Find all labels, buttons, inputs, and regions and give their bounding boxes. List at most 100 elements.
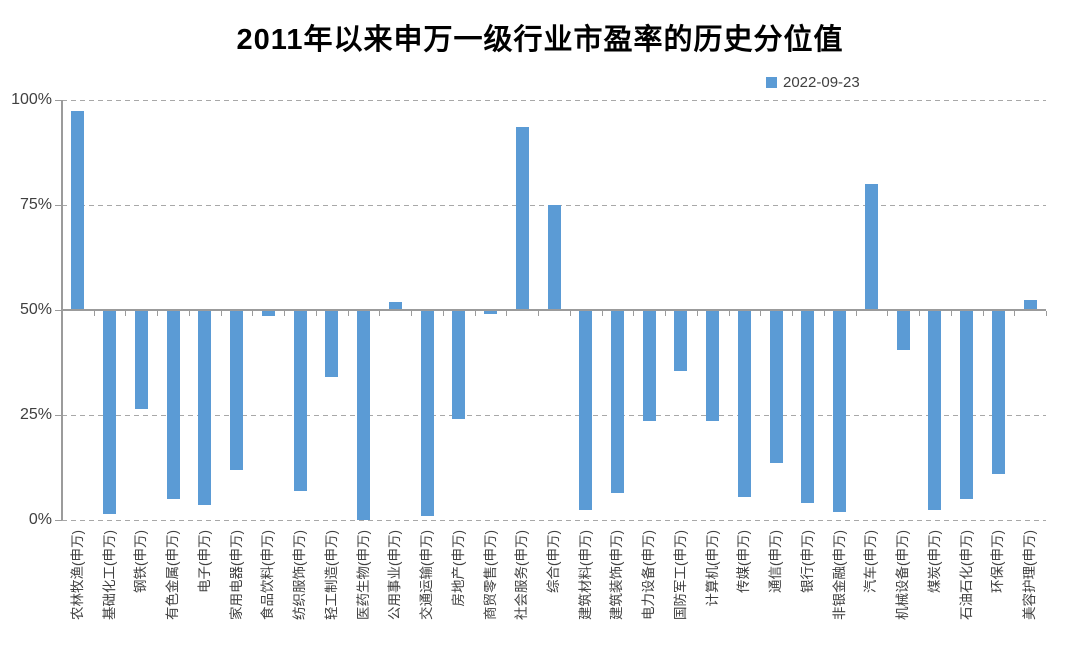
- x-tick-label: 纺织服饰(申万): [292, 529, 308, 620]
- x-tick-label-text: 交通运输(申万): [419, 530, 435, 620]
- x-tick-label: 交通运输(申万): [419, 529, 435, 620]
- bar: [896, 310, 910, 350]
- x-tick-label-text: 农林牧渔(申万): [69, 530, 85, 620]
- gridline: [62, 414, 1046, 416]
- category-axis-tick: [1014, 311, 1016, 316]
- x-tick-label: 汽车(申万): [863, 529, 879, 593]
- bar: [103, 310, 117, 514]
- value-axis-tick: [55, 414, 62, 416]
- x-tick-label: 综合(申万): [546, 529, 562, 593]
- legend-swatch-icon: [766, 77, 777, 88]
- bar: [388, 301, 402, 310]
- category-axis-line: [62, 309, 1046, 311]
- bar: [642, 310, 656, 422]
- x-tick-label: 农林牧渔(申万): [70, 529, 86, 620]
- x-tick-label-text: 医药生物(申万): [355, 530, 371, 620]
- x-tick-label: 医药生物(申万): [356, 529, 372, 620]
- x-tick-label: 石油石化(申万): [959, 529, 975, 620]
- x-tick-label-text: 纺织服饰(申万): [292, 530, 308, 620]
- y-tick-label: 75%: [19, 196, 52, 213]
- x-tick-label-text: 非银金融(申万): [831, 530, 847, 620]
- gridline: [62, 99, 1046, 101]
- bar: [293, 310, 307, 491]
- bar: [864, 184, 878, 310]
- x-tick-label-text: 通信(申万): [768, 530, 784, 593]
- chart-title: 2011年以来申万一级行业市盈率的历史分位值: [236, 24, 844, 56]
- category-axis-tick: [1046, 311, 1047, 316]
- x-tick-label: 传媒(申万): [736, 529, 752, 593]
- x-tick-label-text: 基础化工(申万): [101, 530, 117, 620]
- category-axis-tick: [855, 311, 857, 316]
- x-tick-label: 食品饮料(申万): [260, 529, 276, 620]
- bar: [420, 310, 434, 516]
- x-tick-label: 家用电器(申万): [229, 529, 245, 620]
- category-axis-tick: [347, 311, 349, 316]
- category-axis-tick: [474, 311, 476, 316]
- legend-label: 2022-09-23: [783, 74, 860, 91]
- value-axis-tick: [55, 204, 62, 206]
- x-tick-label-text: 商贸零售(申万): [482, 530, 498, 620]
- x-tick-label: 钢铁(申万): [133, 529, 149, 593]
- category-axis-tick: [125, 311, 127, 316]
- bar: [515, 127, 529, 310]
- x-tick-label: 社会服务(申万): [514, 529, 530, 620]
- x-tick-label-text: 计算机(申万): [704, 530, 720, 607]
- category-axis-tick: [728, 311, 730, 316]
- x-tick-label: 通信(申万): [768, 529, 784, 593]
- x-tick-label-text: 银行(申万): [799, 530, 815, 593]
- x-tick-label: 有色金属(申万): [165, 529, 181, 620]
- y-axis-labels: 0% 25% 50% 75% 100%: [0, 91, 52, 528]
- x-tick-label-text: 公用事业(申万): [387, 530, 403, 620]
- category-axis-tick: [950, 311, 952, 316]
- bar: [134, 310, 148, 409]
- category-axis-tick: [633, 311, 635, 316]
- category-axis-tick: [696, 311, 698, 316]
- x-tick-label: 电子(申万): [197, 529, 213, 593]
- x-tick-label-text: 环保(申万): [990, 530, 1006, 593]
- value-axis-tick: [55, 99, 62, 101]
- category-axis-tick: [601, 311, 603, 316]
- x-tick-label-text: 社会服务(申万): [514, 530, 530, 620]
- category-axis-tick: [284, 311, 286, 316]
- x-tick-label: 建筑装饰(申万): [609, 529, 625, 620]
- value-axis-tick: [55, 309, 62, 311]
- x-tick-label-text: 建筑材料(申万): [577, 530, 593, 620]
- x-tick-label: 环保(申万): [990, 529, 1006, 593]
- x-tick-label: 银行(申万): [800, 529, 816, 593]
- y-tick-label: 50%: [19, 301, 52, 318]
- category-axis-tick: [379, 311, 381, 316]
- x-tick-label: 机械设备(申万): [895, 529, 911, 620]
- bar: [579, 310, 593, 510]
- x-tick-label-text: 煤炭(申万): [926, 530, 942, 593]
- bar: [452, 310, 466, 420]
- bar: [769, 310, 783, 464]
- bar: [484, 310, 498, 315]
- category-axis-tick: [982, 311, 984, 316]
- y-tick-label: 0%: [28, 511, 52, 528]
- x-tick-label-text: 电力设备(申万): [641, 530, 657, 620]
- x-tick-label: 基础化工(申万): [102, 529, 118, 620]
- bar: [706, 310, 720, 422]
- x-tick-label: 公用事业(申万): [387, 529, 403, 620]
- category-axis-tick: [538, 311, 540, 316]
- x-tick-label-text: 建筑装饰(申万): [609, 530, 625, 620]
- x-tick-label-text: 食品饮料(申万): [260, 530, 276, 620]
- category-axis-tick: [569, 311, 571, 316]
- bar: [801, 310, 815, 504]
- bar: [166, 310, 180, 499]
- x-tick-label: 轻工制造(申万): [324, 529, 340, 620]
- x-tick-label: 美容护理(申万): [1022, 529, 1038, 620]
- x-tick-label-text: 传媒(申万): [736, 530, 752, 593]
- bar: [928, 310, 942, 510]
- category-axis-tick: [315, 311, 317, 316]
- x-tick-label-text: 综合(申万): [546, 530, 561, 593]
- bar: [737, 310, 751, 497]
- x-tick-label: 煤炭(申万): [927, 529, 943, 593]
- bar: [1023, 299, 1037, 310]
- y-tick-label: 100%: [11, 91, 52, 108]
- gridline: [62, 519, 1046, 521]
- x-tick-label: 房地产(申万): [451, 529, 467, 607]
- category-axis-tick: [887, 311, 889, 316]
- category-axis-tick: [188, 311, 190, 316]
